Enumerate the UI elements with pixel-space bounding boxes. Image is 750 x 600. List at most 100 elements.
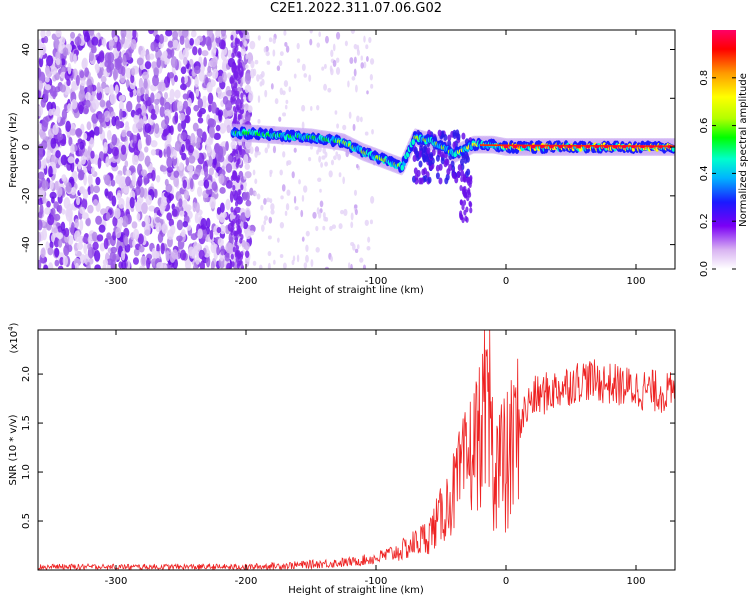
noise-speck bbox=[85, 218, 91, 226]
noise-speck bbox=[115, 119, 121, 130]
noise-speck bbox=[332, 43, 336, 52]
noise-speck bbox=[360, 55, 363, 61]
noise-speck bbox=[169, 125, 174, 136]
noise-speck bbox=[185, 204, 192, 212]
noise-speck bbox=[130, 74, 135, 84]
noise-speck bbox=[111, 146, 120, 157]
noise-speck bbox=[146, 172, 154, 179]
noise-speck bbox=[222, 211, 227, 218]
noise-speck bbox=[213, 157, 217, 166]
noise-speck bbox=[140, 49, 147, 57]
noise-speck bbox=[80, 79, 86, 87]
noise-speck bbox=[192, 173, 199, 180]
noise-speck bbox=[89, 184, 94, 194]
noise-speck bbox=[41, 121, 48, 132]
noise-speck bbox=[233, 209, 237, 216]
colorbar-tick-label: 0.2 bbox=[699, 213, 710, 229]
noise-speck bbox=[144, 60, 152, 70]
noise-speck bbox=[220, 40, 226, 50]
noise-speck bbox=[102, 259, 109, 266]
noise-speck bbox=[88, 50, 94, 62]
svg-text:(x104): (x104) bbox=[7, 322, 20, 353]
noise-speck bbox=[367, 236, 371, 243]
noise-speck bbox=[144, 229, 151, 236]
noise-speck bbox=[132, 175, 136, 187]
noise-speck bbox=[105, 156, 110, 168]
noise-speck bbox=[120, 144, 127, 155]
x-tick-label: -100 bbox=[365, 576, 388, 587]
noise-speck bbox=[321, 155, 326, 160]
noise-speck bbox=[106, 129, 112, 141]
noise-speck bbox=[317, 211, 322, 219]
noise-speck bbox=[121, 250, 126, 261]
noise-speck bbox=[344, 40, 348, 47]
noise-speck bbox=[74, 36, 82, 46]
noise-speck bbox=[144, 155, 151, 167]
noise-speck bbox=[220, 244, 225, 256]
noise-speck bbox=[237, 58, 241, 65]
noise-speck bbox=[46, 149, 51, 160]
noise-speck bbox=[205, 139, 212, 147]
signal-blob bbox=[447, 134, 452, 142]
signal-peak bbox=[658, 144, 664, 149]
noise-speck bbox=[91, 231, 98, 242]
noise-speck bbox=[369, 58, 375, 65]
noise-speck bbox=[197, 47, 202, 56]
noise-speck bbox=[282, 262, 287, 269]
noise-speck bbox=[134, 186, 141, 196]
noise-speck bbox=[138, 245, 145, 253]
noise-speck bbox=[359, 257, 364, 263]
colorbar-gradient bbox=[712, 30, 736, 269]
noise-speck bbox=[172, 39, 179, 49]
noise-speck bbox=[86, 85, 94, 93]
noise-speck bbox=[137, 195, 144, 204]
signal-blob bbox=[412, 154, 417, 162]
noise-speck bbox=[190, 30, 197, 38]
noise-speck bbox=[44, 65, 50, 75]
noise-speck bbox=[178, 30, 183, 38]
signal-blob bbox=[461, 132, 466, 140]
noise-speck bbox=[67, 103, 72, 112]
noise-speck bbox=[272, 145, 277, 154]
noise-speck bbox=[192, 46, 198, 56]
noise-speck bbox=[236, 228, 240, 235]
signal-blob bbox=[465, 206, 469, 213]
noise-speck bbox=[118, 181, 126, 189]
noise-speck bbox=[132, 257, 139, 265]
noise-speck bbox=[301, 63, 306, 72]
noise-speck bbox=[91, 45, 97, 54]
noise-speck bbox=[86, 261, 91, 269]
snr-xlabel: Height of straight line (km) bbox=[288, 585, 424, 596]
noise-speck bbox=[236, 262, 240, 269]
noise-speck bbox=[239, 102, 243, 109]
noise-speck bbox=[356, 163, 359, 169]
noise-speck bbox=[188, 145, 195, 154]
noise-speck bbox=[239, 237, 243, 244]
noise-speck bbox=[70, 222, 75, 234]
noise-speck bbox=[140, 105, 147, 117]
noise-speck bbox=[256, 193, 261, 200]
noise-speck bbox=[243, 175, 247, 180]
noise-speck bbox=[209, 127, 215, 139]
noise-speck bbox=[324, 161, 328, 167]
noise-speck bbox=[44, 84, 52, 91]
noise-speck bbox=[195, 202, 200, 214]
noise-speck bbox=[49, 241, 54, 249]
noise-speck bbox=[107, 191, 114, 201]
noise-speck bbox=[90, 150, 95, 159]
noise-speck bbox=[96, 91, 103, 101]
noise-speck bbox=[55, 57, 61, 66]
noise-speck bbox=[364, 219, 369, 226]
noise-speck bbox=[133, 248, 140, 257]
noise-speck bbox=[360, 62, 364, 69]
noise-speck bbox=[180, 83, 187, 91]
noise-speck bbox=[259, 264, 263, 269]
noise-speck bbox=[353, 204, 358, 209]
noise-speck bbox=[70, 187, 77, 196]
noise-speck bbox=[244, 171, 252, 179]
signal-blob bbox=[443, 134, 448, 142]
noise-speck bbox=[340, 209, 344, 215]
noise-speck bbox=[203, 56, 207, 67]
noise-speck bbox=[131, 67, 136, 77]
noise-speck bbox=[113, 35, 118, 43]
